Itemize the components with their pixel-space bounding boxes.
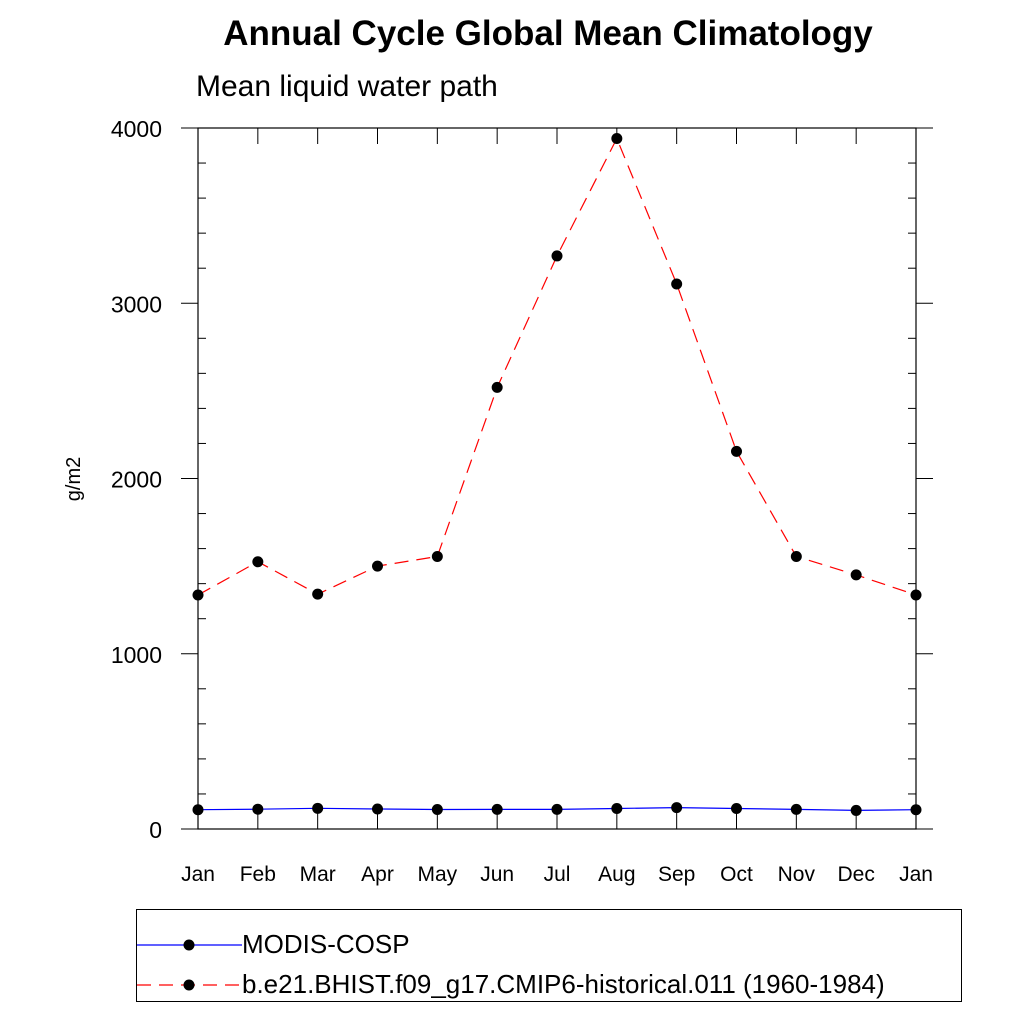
series-1-point: [551, 803, 563, 815]
x-tick-label: Jun: [480, 863, 514, 886]
series-1-point: [491, 803, 503, 815]
tick-labels: Jan Feb Mar Apr May Jun Jul Aug Sep Oct Nov Dec Jan 0…: [111, 116, 933, 886]
series-2-point: [312, 588, 324, 600]
line-chart: Jan Feb Mar Apr May Jun Jul Aug Sep Oct Nov Dec Jan 0…: [63, 116, 933, 886]
legend-label: b.e21.BHIST.f09_g17.CMIP6-historical.011…: [242, 969, 885, 999]
series-1-point: [312, 802, 324, 814]
series-1-point: [850, 804, 862, 816]
x-tick-label: Dec: [837, 863, 874, 886]
x-tick-label: Feb: [240, 863, 276, 886]
series-2-point: [611, 133, 623, 145]
legend-item-series-2: b.e21.BHIST.f09_g17.CMIP6-historical.011…: [137, 965, 961, 1005]
x-tick-label: Mar: [300, 863, 336, 886]
x-tick-label: May: [417, 863, 457, 886]
y-tick-label: 4000: [111, 116, 162, 142]
series-2-point: [850, 569, 862, 581]
series-lines: [197, 137, 917, 812]
series-2-point: [491, 381, 503, 393]
series-1-point: [731, 802, 742, 814]
legend-label: MODIS-COSP: [242, 929, 410, 959]
chart-title: Annual Cycle Global Mean Climatology: [223, 14, 873, 53]
series-1-point: [372, 803, 383, 815]
series-1-point: [192, 804, 204, 816]
y-tick-label: 3000: [111, 291, 162, 317]
x-tick-label: Jul: [544, 863, 571, 886]
series-1-point: [910, 804, 922, 816]
series-2-point: [551, 250, 563, 262]
series-2-point: [431, 550, 443, 562]
legend-swatch-dashed: [137, 979, 242, 991]
chart-subtitle: Mean liquid water path: [196, 70, 498, 103]
x-tick-label: Jan: [181, 863, 215, 886]
x-tick-label: Sep: [658, 863, 695, 886]
series-1-point: [252, 803, 264, 815]
y-axis-label: g/m2: [63, 457, 85, 501]
plot-frame: [197, 127, 917, 830]
x-tick-label: Apr: [361, 863, 394, 886]
series-2-point: [910, 589, 922, 601]
legend: MODIS-COSP b.e21.BHIST.f09_g17.CMIP6-his…: [136, 909, 962, 1002]
series-1-point: [790, 803, 802, 815]
x-tick-label: Oct: [720, 863, 753, 886]
x-tick-label: Aug: [598, 863, 635, 886]
series-1-point: [671, 802, 683, 814]
series-markers: [192, 133, 922, 816]
y-tick-label: 1000: [111, 642, 162, 668]
axis-ticks: [181, 127, 933, 830]
y-tick-label: 2000: [111, 467, 162, 493]
x-tick-label: Jan: [899, 863, 933, 886]
series-2-point: [731, 445, 742, 457]
series-2-point: [192, 589, 204, 601]
series-1-point: [431, 804, 443, 816]
series-line-2: [197, 137, 917, 596]
series-2-point: [790, 550, 802, 562]
legend-item-series-1: MODIS-COSP: [137, 925, 961, 965]
series-2-point: [252, 556, 264, 568]
legend-swatch-solid: [137, 939, 242, 951]
y-tick-label: 0: [149, 817, 162, 843]
series-2-point: [372, 560, 383, 572]
series-1-point: [611, 802, 623, 814]
series-2-point: [671, 278, 683, 290]
x-tick-label: Nov: [778, 863, 816, 886]
